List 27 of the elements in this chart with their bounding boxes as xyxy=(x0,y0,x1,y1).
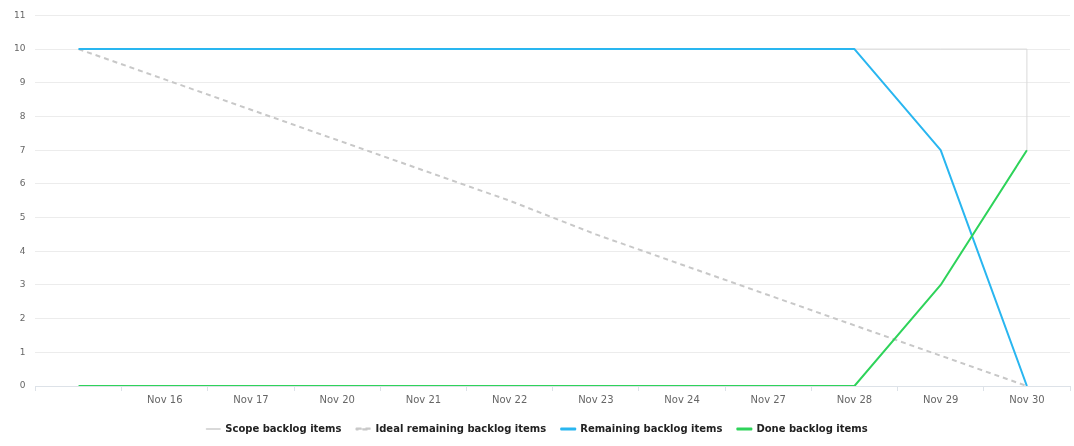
x-tick-label: Nov 28 xyxy=(836,393,873,405)
x-tick-label: Nov 24 xyxy=(664,393,700,405)
y-tick-label: 8 xyxy=(19,110,26,121)
y-tick-label: 2 xyxy=(19,312,26,323)
x-tick-label: Nov 17 xyxy=(233,393,269,405)
legend-label: Ideal remaining backlog items xyxy=(375,422,547,434)
y-tick-label: 4 xyxy=(19,245,26,256)
x-tick-label: Nov 23 xyxy=(578,393,614,405)
legend-label: Done backlog items xyxy=(756,422,868,434)
y-tick-label: 3 xyxy=(19,279,26,290)
legend-label: Scope backlog items xyxy=(225,422,342,434)
y-tick-label: 0 xyxy=(19,380,26,391)
x-tick-label: Nov 22 xyxy=(491,393,528,405)
x-tick-label: Nov 20 xyxy=(319,393,355,405)
y-tick-label: 1 xyxy=(19,346,26,357)
y-tick-label: 9 xyxy=(19,77,26,88)
y-tick-label: 7 xyxy=(19,144,26,155)
x-tick-label: Nov 29 xyxy=(922,393,959,405)
x-tick-label: Nov 30 xyxy=(1009,393,1045,405)
y-tick-label: 5 xyxy=(19,211,26,222)
legend-label: Remaining backlog items xyxy=(580,422,723,434)
y-tick-label: 10 xyxy=(14,43,26,54)
y-tick-label: 6 xyxy=(19,178,26,189)
x-tick-label: Nov 21 xyxy=(405,393,442,405)
x-tick-label: Nov 16 xyxy=(147,393,183,405)
y-tick-label: 11 xyxy=(14,9,26,20)
x-tick-label: Nov 27 xyxy=(750,393,786,405)
